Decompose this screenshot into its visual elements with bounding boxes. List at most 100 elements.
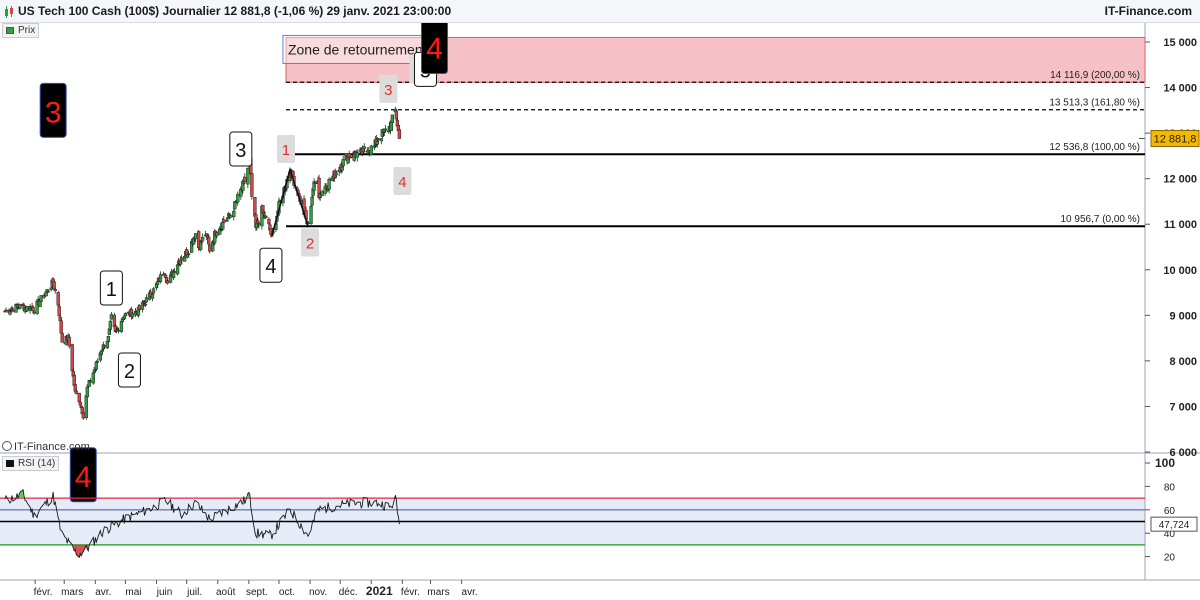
price-ytick-label: 6 000	[1169, 447, 1197, 459]
x-tick-label: mars	[427, 587, 449, 598]
candle-body	[194, 233, 198, 240]
minor-wave-label: 3	[384, 82, 392, 99]
candle-body	[232, 211, 236, 217]
candle-body	[150, 294, 155, 299]
x-tick-label: 2021	[366, 584, 393, 598]
candle-body	[123, 313, 128, 317]
candle-body	[229, 215, 233, 218]
candle-body	[267, 218, 271, 225]
candle-body	[106, 336, 111, 343]
candle-body	[246, 167, 250, 185]
candle-body	[144, 297, 149, 303]
minor-wave-box	[393, 166, 412, 195]
rsi-last-label: 47,724	[1159, 520, 1190, 531]
minor-wave-label: 1	[282, 142, 290, 159]
chart-header: US Tech 100 Cash (100$) Journalier 12 88…	[0, 0, 1200, 23]
candle-body	[91, 372, 95, 384]
chart-title: US Tech 100 Cash (100$) Journalier 12 88…	[18, 4, 452, 18]
candle-body	[143, 303, 148, 306]
candle-body	[362, 146, 366, 149]
candle-body	[186, 253, 191, 255]
intermediate-wave-label: 3	[235, 140, 246, 162]
candle-body	[171, 270, 176, 278]
candle-body	[323, 186, 327, 194]
rsi-last-tag	[1150, 516, 1198, 532]
price-swatch-icon	[6, 27, 14, 34]
candle-body	[222, 219, 226, 223]
candle-body	[53, 288, 57, 291]
candle-body	[102, 345, 106, 348]
rsi-line	[4, 488, 400, 559]
candle-body	[60, 333, 64, 343]
x-tick-label: nov.	[309, 587, 327, 598]
candle-body	[95, 360, 99, 363]
rsi-ytick-label: 100	[1155, 456, 1175, 470]
candle-body	[25, 305, 29, 312]
candle-body	[46, 290, 50, 293]
candle-body	[207, 236, 211, 245]
candle-body	[375, 141, 379, 145]
candle-body	[158, 274, 163, 282]
candle-body	[39, 295, 43, 302]
candle-body	[57, 306, 61, 317]
intermediate-wave-label: 2	[124, 361, 135, 383]
candle-body	[81, 412, 85, 419]
price-legend-label: Prix	[18, 25, 36, 36]
x-tick-label: févr.	[401, 587, 420, 598]
rsi-oversold-fill	[73, 544, 89, 558]
candle-body	[151, 288, 156, 294]
wave-zigzag	[271, 166, 309, 236]
price-ytick-label: 15 000	[1163, 37, 1197, 49]
candle-body	[4, 309, 8, 312]
price-ytick-label: 10 000	[1163, 265, 1197, 277]
candle-body	[59, 320, 63, 334]
candle-body	[226, 217, 230, 219]
price-legend[interactable]: Prix	[2, 23, 40, 38]
candle-body	[175, 264, 180, 275]
x-tick-label: févr.	[34, 587, 53, 598]
minor-wave-box	[379, 74, 398, 103]
x-tick-label: juin	[156, 587, 173, 598]
candle-body	[320, 191, 324, 197]
candle-body	[8, 310, 12, 315]
price-plot-area	[0, 22, 1145, 453]
candle-body	[78, 401, 82, 406]
candle-body	[397, 129, 402, 139]
fib-level-label: 13 513,3 (161,80 %)	[1049, 98, 1140, 109]
last-price-label: 12 881,8	[1154, 133, 1197, 145]
rsi-swatch-icon	[6, 460, 14, 467]
candle-body	[137, 305, 142, 310]
candle-body	[327, 178, 331, 190]
price-ytick-label: 7 000	[1169, 401, 1197, 413]
fib-level-label: 10 956,7 (0,00 %)	[1061, 214, 1141, 225]
candle-body	[264, 216, 268, 218]
price-ytick-label: 9 000	[1169, 310, 1197, 322]
candle-body	[383, 128, 387, 131]
candlestick-icon	[4, 5, 14, 18]
candle-body	[155, 281, 160, 285]
candle-body	[334, 172, 338, 176]
candle-body	[208, 244, 212, 252]
x-tick-label: juil.	[186, 587, 202, 598]
candle-body	[348, 156, 352, 159]
rsi-ytick-label: 20	[1164, 553, 1176, 564]
price-ytick-label: 11 000	[1164, 219, 1197, 231]
candle-body	[11, 309, 15, 312]
candle-body	[313, 182, 317, 184]
minor-wave-box	[301, 228, 320, 257]
candle-body	[369, 145, 373, 155]
candle-body	[215, 232, 219, 237]
site-name[interactable]: IT-Finance.com	[1104, 4, 1192, 18]
x-tick-label: mai	[125, 587, 141, 598]
candle-body	[109, 314, 114, 320]
major-wave-label: 4	[75, 461, 92, 494]
price-ytick-label: 12 000	[1163, 174, 1197, 186]
candle-body	[243, 176, 247, 183]
major-wave-label: 4	[426, 33, 443, 66]
rsi-legend[interactable]: RSI (14)	[2, 456, 60, 471]
candle-body	[18, 304, 22, 309]
x-tick-label: avr.	[462, 587, 478, 598]
candle-body	[221, 221, 225, 230]
candle-body	[31, 307, 35, 312]
